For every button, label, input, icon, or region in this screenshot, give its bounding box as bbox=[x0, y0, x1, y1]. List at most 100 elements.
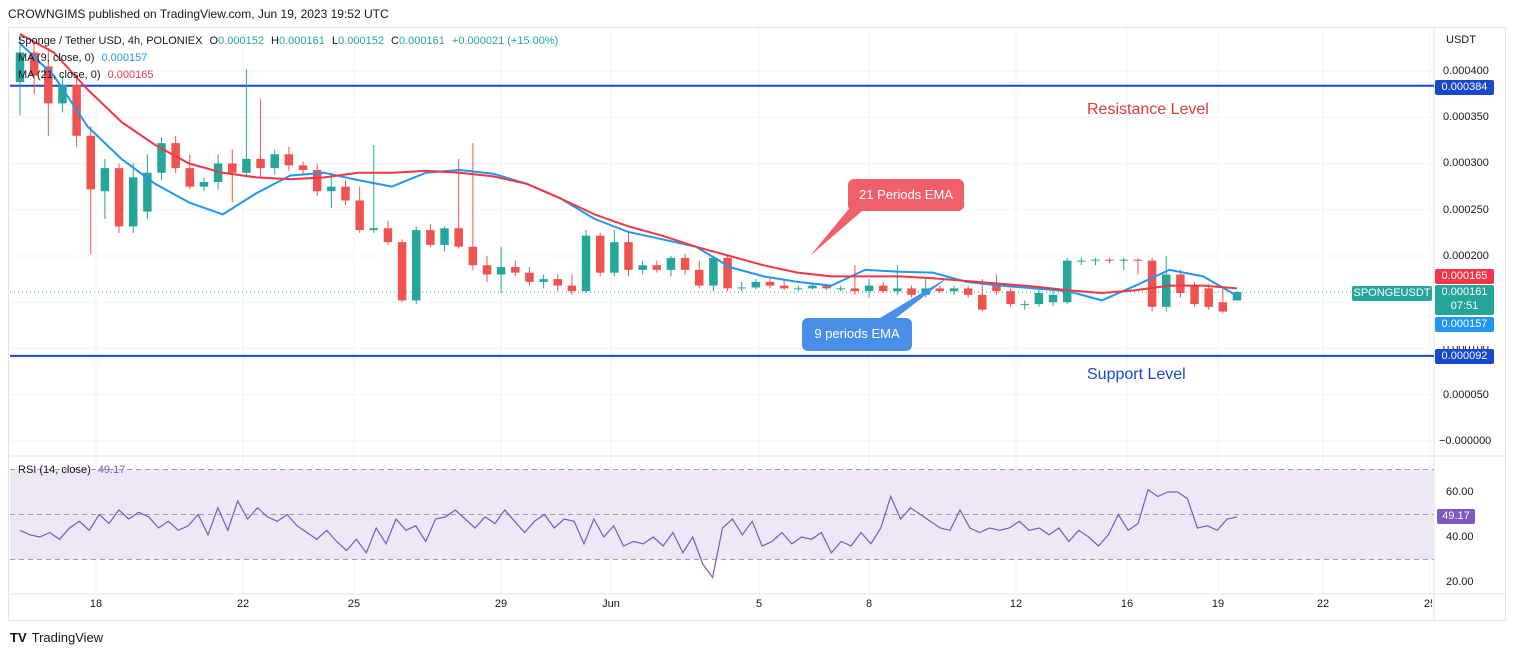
candle-body bbox=[624, 242, 633, 270]
price-axis-currency: USDT bbox=[1446, 34, 1476, 46]
candle-body bbox=[751, 281, 761, 288]
candle-body bbox=[794, 288, 803, 290]
candle-body bbox=[397, 242, 407, 301]
chart-frame bbox=[8, 27, 1506, 621]
candle-body bbox=[341, 186, 350, 201]
candle-body bbox=[383, 228, 393, 243]
ma9-price-tag: 0.000157 bbox=[1435, 317, 1494, 332]
candle-body bbox=[581, 235, 591, 292]
candle-body bbox=[369, 228, 379, 231]
support-price-tag: 0.000092 bbox=[1435, 349, 1494, 364]
candle-body bbox=[1119, 259, 1129, 261]
candle-body bbox=[426, 230, 435, 245]
tradingview-footer[interactable]: TV TradingView bbox=[10, 630, 103, 645]
candle-body bbox=[1020, 304, 1029, 306]
candle-body bbox=[1176, 274, 1185, 293]
time-tick: 22 bbox=[1316, 598, 1330, 610]
candle-body bbox=[496, 267, 506, 275]
candle-body bbox=[440, 228, 449, 245]
candle-body bbox=[836, 288, 846, 290]
ema9-callout-pointer bbox=[880, 276, 950, 318]
candle-body bbox=[256, 158, 265, 169]
candle-body bbox=[652, 265, 662, 270]
open-value: 0.000152 bbox=[218, 35, 264, 47]
support-level-label: Support Level bbox=[1087, 366, 1186, 383]
bar-countdown: 07:51 bbox=[1450, 300, 1479, 312]
candle-body bbox=[1218, 302, 1228, 312]
ema9-callout[interactable]: 9 periods EMA bbox=[802, 318, 912, 351]
ma21-value: 0.000165 bbox=[107, 69, 154, 81]
candle-body bbox=[680, 257, 690, 270]
symbol-title[interactable]: Sponge / Tether USD, 4h, POLONIEX bbox=[18, 35, 203, 47]
ma9-line bbox=[19, 42, 1238, 302]
candle-body bbox=[1105, 259, 1114, 261]
candle-body bbox=[992, 283, 1001, 292]
time-tick: 18 bbox=[89, 598, 103, 610]
candle-body bbox=[284, 154, 294, 166]
time-tick: 16 bbox=[1120, 598, 1134, 610]
candle-body bbox=[44, 66, 53, 104]
time-tick: 5 bbox=[755, 598, 763, 610]
candle-body bbox=[1091, 259, 1100, 261]
price-tick: 0.000200 bbox=[1443, 250, 1489, 262]
candle-body bbox=[213, 163, 223, 182]
time-tick: 25 bbox=[347, 598, 361, 610]
time-tick: Jun bbox=[602, 598, 620, 610]
candle-body bbox=[610, 242, 619, 273]
ema21-callout[interactable]: 21 Periods EMA bbox=[848, 179, 964, 211]
ma9-label: MA (9, close, 0) bbox=[18, 52, 95, 64]
candle-body bbox=[935, 288, 945, 292]
legend-ma21[interactable]: MA (21, close, 0) 0.000165 bbox=[18, 69, 154, 81]
candle-body bbox=[298, 165, 308, 170]
candle-body bbox=[411, 230, 421, 301]
candle-body bbox=[86, 135, 96, 190]
candle-body bbox=[808, 285, 817, 289]
resistance-price-tag: 0.000384 bbox=[1435, 80, 1494, 95]
candles bbox=[15, 34, 1242, 314]
candle-body bbox=[1147, 260, 1157, 307]
candle-body bbox=[949, 288, 959, 292]
candle-body bbox=[567, 285, 577, 292]
rsi-tick: 60.00 bbox=[1446, 486, 1474, 498]
candle-body bbox=[1062, 260, 1072, 303]
candle-body bbox=[1034, 293, 1044, 305]
candle-body bbox=[58, 84, 67, 104]
price-tick: 0.000300 bbox=[1443, 157, 1489, 169]
candle-body bbox=[355, 200, 364, 231]
candle-body bbox=[29, 52, 39, 76]
last-price-tag: 0.000161 07:51 bbox=[1435, 285, 1494, 315]
candle-body bbox=[228, 163, 237, 173]
time-tick: 19 bbox=[1211, 598, 1225, 610]
change-value: +0.000021 (+15.00%) bbox=[451, 35, 559, 47]
candle-body bbox=[114, 168, 124, 227]
candle-body bbox=[143, 172, 152, 212]
rsi-tick: 20.00 bbox=[1446, 576, 1474, 588]
candle-body bbox=[864, 285, 874, 292]
candle-body bbox=[737, 287, 746, 289]
candle-body bbox=[907, 288, 916, 295]
ma21-label: MA (21, close, 0) bbox=[18, 69, 101, 81]
legend-ma9[interactable]: MA (9, close, 0) 0.000157 bbox=[18, 52, 147, 64]
candle-body bbox=[553, 279, 562, 286]
candle-body bbox=[878, 285, 888, 292]
candle-body bbox=[128, 177, 138, 227]
legend-rsi[interactable]: RSI (14, close) 49.17 bbox=[18, 464, 125, 476]
publisher-line: CROWNGIMS published on TradingView.com, … bbox=[8, 7, 389, 21]
close-label: C bbox=[391, 35, 399, 47]
legend-ohlc: Sponge / Tether USD, 4h, POLONIEX O0.000… bbox=[18, 35, 558, 47]
candle-body bbox=[511, 267, 520, 273]
candle-body bbox=[482, 265, 492, 275]
time-tick: 29 bbox=[494, 598, 508, 610]
ma21-price-tag: 0.000165 bbox=[1435, 269, 1494, 284]
callout-pointers bbox=[810, 205, 950, 318]
candle-body bbox=[1133, 259, 1143, 261]
candle-body bbox=[15, 52, 25, 83]
candle-body bbox=[454, 228, 463, 247]
candle-body bbox=[1161, 274, 1171, 307]
time-tick: 25 bbox=[1423, 598, 1437, 610]
candle-body bbox=[1077, 260, 1086, 262]
candle-body bbox=[100, 168, 110, 192]
candle-body bbox=[270, 154, 279, 169]
price-tick: −0.000000 bbox=[1439, 435, 1492, 447]
